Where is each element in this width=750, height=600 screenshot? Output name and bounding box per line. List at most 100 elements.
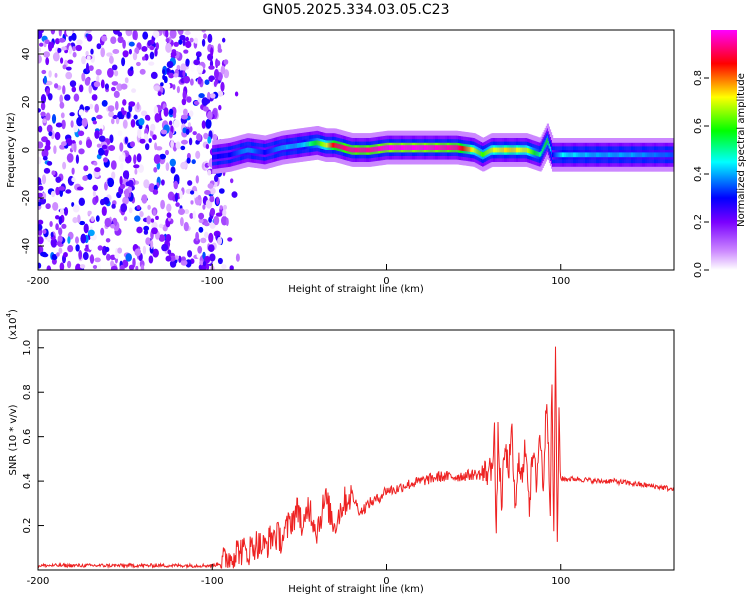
noise-blob bbox=[110, 223, 115, 229]
noise-blob bbox=[72, 217, 78, 224]
noise-blob bbox=[107, 105, 115, 112]
noise-blob bbox=[55, 215, 60, 220]
noise-blob bbox=[46, 161, 53, 166]
noise-blob bbox=[43, 51, 51, 58]
noise-blob bbox=[198, 218, 204, 224]
noise-blob bbox=[88, 65, 94, 71]
noise-blob bbox=[40, 111, 46, 117]
noise-blob bbox=[85, 50, 89, 57]
noise-blob bbox=[158, 234, 166, 242]
noise-blob bbox=[162, 69, 166, 75]
noise-blob bbox=[106, 52, 113, 57]
noise-blob bbox=[73, 124, 79, 133]
noise-blob bbox=[96, 75, 100, 83]
noise-blob bbox=[73, 93, 80, 102]
track-segment bbox=[600, 152, 603, 158]
noise-blob bbox=[92, 184, 98, 191]
noise-blob bbox=[96, 143, 102, 148]
noise-blob bbox=[148, 138, 152, 143]
noise-blob bbox=[218, 188, 225, 194]
y-tick-label: 0.2 bbox=[22, 518, 33, 534]
noise-blob bbox=[86, 33, 93, 42]
track-segment bbox=[246, 147, 249, 153]
noise-blob bbox=[51, 114, 57, 124]
noise-blob bbox=[62, 64, 67, 70]
noise-blob bbox=[162, 74, 166, 81]
x-tick-label: 0 bbox=[383, 576, 389, 587]
noise-blob bbox=[57, 48, 62, 53]
noise-blob bbox=[50, 238, 58, 248]
noise-blob bbox=[70, 120, 74, 128]
noise-blob bbox=[119, 175, 123, 186]
track-segment bbox=[223, 153, 226, 158]
noise-blob bbox=[38, 236, 44, 245]
noise-blob bbox=[195, 51, 202, 58]
noise-blob bbox=[192, 210, 196, 220]
noise-blob bbox=[79, 264, 86, 269]
spectrogram-x-label: Height of straight line (km) bbox=[288, 284, 424, 295]
noise-blob bbox=[124, 136, 128, 144]
noise-blob bbox=[107, 177, 115, 188]
noise-blob bbox=[38, 201, 42, 207]
noise-blob bbox=[83, 223, 89, 234]
noise-blob bbox=[166, 61, 174, 69]
noise-blob bbox=[209, 195, 215, 203]
noise-blob bbox=[43, 167, 51, 174]
noise-blob bbox=[78, 250, 83, 260]
noise-blob bbox=[192, 131, 197, 136]
noise-blob bbox=[208, 232, 214, 243]
noise-blob bbox=[41, 148, 49, 158]
noise-blob bbox=[44, 144, 51, 151]
noise-blob bbox=[207, 91, 211, 101]
noise-blob bbox=[63, 252, 68, 258]
track-segment bbox=[646, 152, 649, 158]
noise-blob bbox=[44, 39, 50, 44]
noise-blob bbox=[113, 90, 120, 98]
noise-blob bbox=[137, 128, 142, 139]
noise-blob bbox=[114, 70, 119, 77]
noise-blob bbox=[76, 186, 84, 191]
noise-blob bbox=[151, 227, 158, 235]
noise-blob bbox=[88, 242, 93, 250]
noise-blob bbox=[42, 229, 47, 235]
noise-blob bbox=[217, 236, 223, 246]
noise-blob bbox=[142, 56, 146, 61]
noise-blob bbox=[106, 253, 111, 261]
noise-blob bbox=[218, 104, 222, 111]
noise-blob bbox=[196, 133, 202, 141]
noise-blob bbox=[180, 217, 184, 227]
noise-blob bbox=[202, 106, 209, 112]
noise-blob bbox=[53, 145, 57, 155]
noise-blob bbox=[59, 262, 65, 270]
spectrogram-x-ticks: -200 -100 0 100 bbox=[27, 264, 570, 287]
noise-blob bbox=[181, 98, 187, 106]
noise-blob bbox=[230, 178, 234, 184]
noise-blob bbox=[58, 37, 66, 43]
noise-blob bbox=[170, 51, 177, 57]
noise-blob bbox=[222, 37, 226, 43]
noise-blob bbox=[77, 214, 81, 224]
noise-blob bbox=[121, 57, 126, 67]
noise-blob bbox=[128, 41, 135, 47]
noise-blob bbox=[85, 30, 92, 34]
x-tick-label: -200 bbox=[27, 576, 50, 587]
noise-blob bbox=[75, 44, 82, 52]
noise-blob bbox=[180, 114, 188, 120]
noise-blob bbox=[135, 265, 139, 270]
noise-blob bbox=[57, 235, 63, 244]
noise-blob bbox=[94, 130, 100, 139]
noise-blob bbox=[150, 71, 158, 79]
noise-blob bbox=[170, 139, 175, 149]
noise-blob bbox=[60, 112, 65, 119]
y-tick-label: 1.0 bbox=[22, 340, 33, 356]
noise-blob bbox=[122, 39, 126, 49]
noise-blob bbox=[183, 49, 189, 54]
noise-blob bbox=[161, 243, 169, 252]
noise-blob bbox=[134, 248, 142, 257]
noise-blob bbox=[193, 37, 199, 44]
snr-plot-area bbox=[38, 346, 674, 570]
noise-blob bbox=[125, 253, 132, 262]
track-segment bbox=[542, 146, 545, 152]
noise-blob bbox=[201, 30, 206, 33]
